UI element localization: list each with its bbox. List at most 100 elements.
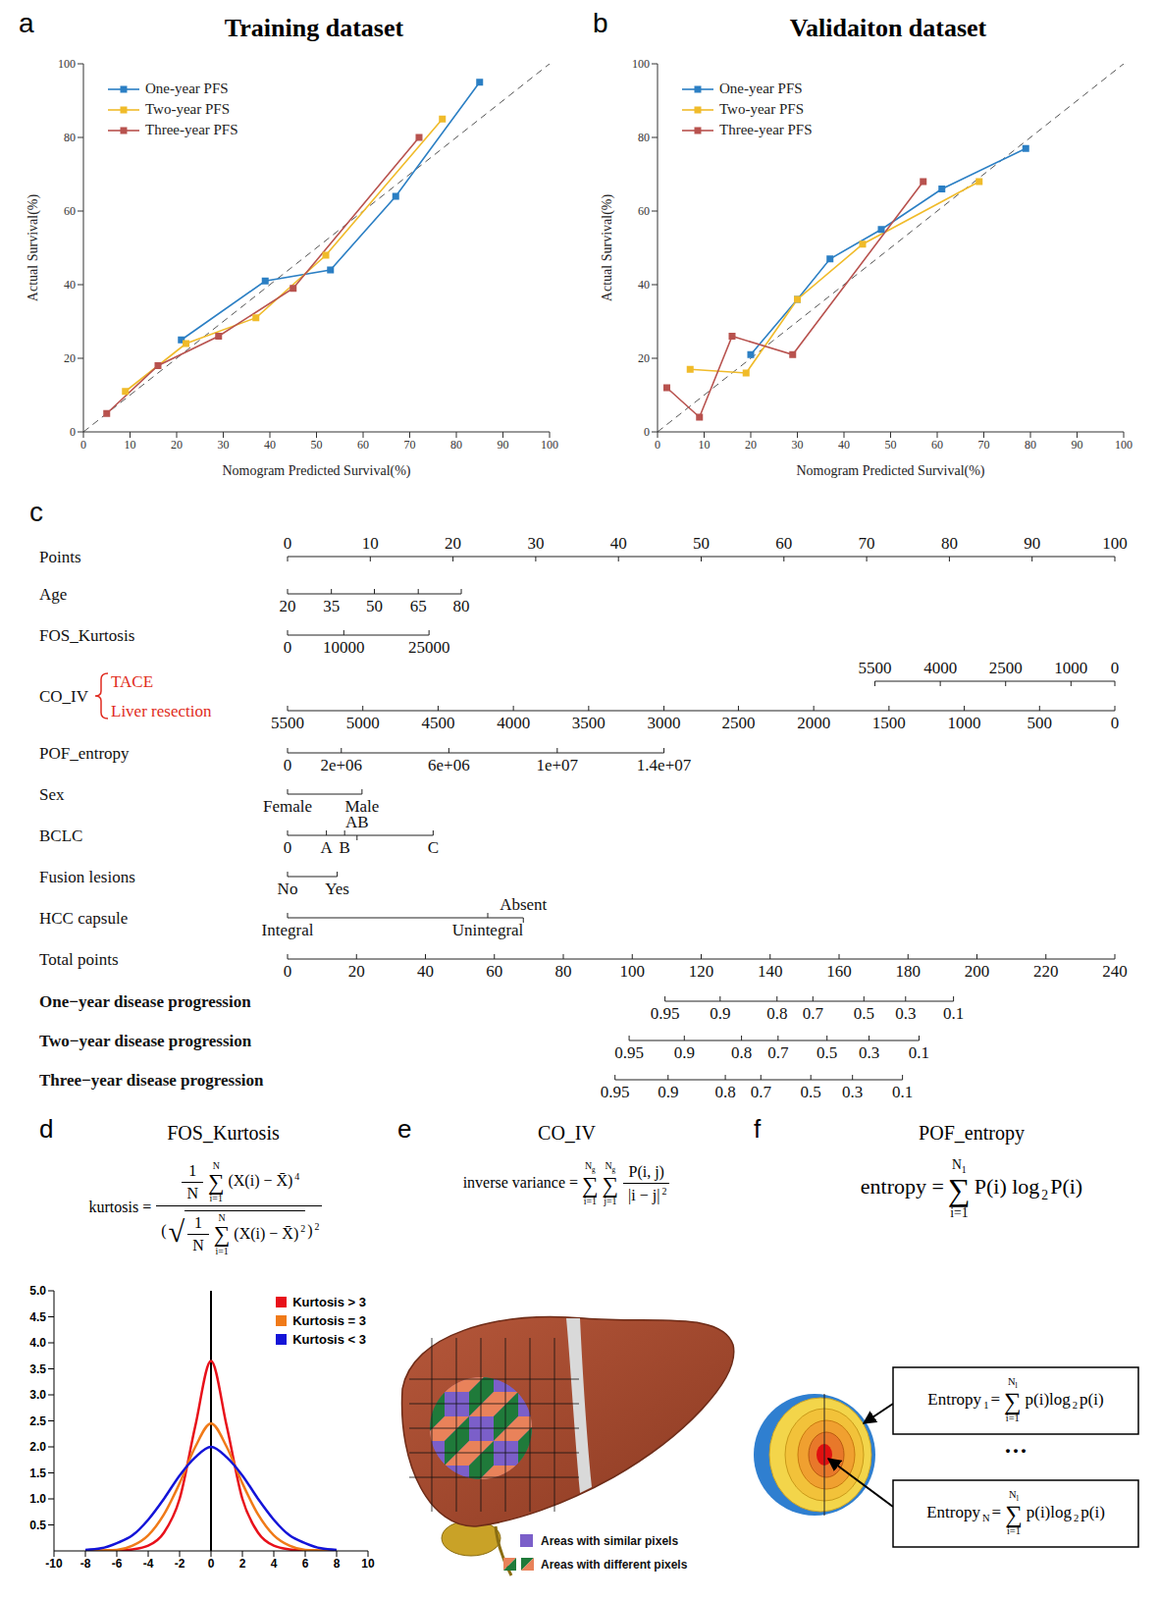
svg-text:100: 100 — [57, 56, 76, 71]
svg-text:20: 20 — [637, 351, 650, 366]
svg-text:Fusion lesions: Fusion lesions — [39, 867, 136, 887]
svg-text:100: 100 — [632, 56, 650, 71]
svg-text:0.3: 0.3 — [895, 1003, 916, 1023]
svg-text:4.0: 4.0 — [29, 1335, 47, 1350]
svg-text:4.5: 4.5 — [29, 1310, 47, 1324]
svg-text:Sex: Sex — [39, 785, 65, 804]
svg-text:0.9: 0.9 — [674, 1043, 695, 1062]
svg-text:TACE: TACE — [110, 672, 154, 691]
svg-text:1000: 1000 — [1053, 658, 1088, 678]
svg-text:5000: 5000 — [346, 713, 380, 733]
svg-text:20: 20 — [744, 437, 757, 452]
svg-text:0.95: 0.95 — [650, 1003, 681, 1023]
svg-text:200: 200 — [964, 961, 991, 981]
svg-text:1.0: 1.0 — [29, 1491, 47, 1506]
svg-text:20: 20 — [170, 437, 183, 452]
svg-text:0: 0 — [283, 961, 293, 981]
svg-text:2500: 2500 — [989, 658, 1023, 678]
svg-text:40: 40 — [263, 437, 276, 452]
svg-text:FOS_Kurtosis: FOS_Kurtosis — [39, 626, 135, 645]
svg-text:3000: 3000 — [647, 713, 682, 733]
svg-text:POF_entropy: POF_entropy — [39, 743, 130, 763]
svg-text:0.95: 0.95 — [600, 1082, 631, 1102]
svg-text:0.1: 0.1 — [892, 1082, 913, 1102]
svg-text:60: 60 — [357, 437, 369, 452]
svg-text:70: 70 — [858, 533, 876, 553]
svg-text:4000: 4000 — [923, 658, 957, 678]
svg-text:500: 500 — [1027, 713, 1054, 733]
svg-text:5500: 5500 — [270, 713, 305, 733]
svg-text:-8: -8 — [80, 1556, 92, 1571]
svg-text:Total points: Total points — [39, 949, 119, 969]
svg-text:0.5: 0.5 — [853, 1003, 875, 1023]
svg-text:No: No — [277, 879, 299, 898]
svg-text:30: 30 — [791, 437, 804, 452]
svg-text:2.5: 2.5 — [29, 1414, 47, 1428]
svg-text:2.0: 2.0 — [29, 1439, 47, 1454]
svg-text:0: 0 — [643, 424, 650, 439]
svg-text:0.9: 0.9 — [657, 1082, 679, 1102]
svg-text:0: 0 — [80, 437, 87, 452]
svg-text:80: 80 — [941, 533, 958, 553]
svg-text:Actual Survival(%): Actual Survival(%) — [25, 194, 42, 303]
svg-text:20: 20 — [63, 351, 76, 366]
svg-text:30: 30 — [217, 437, 230, 452]
svg-text:60: 60 — [637, 204, 650, 218]
svg-text:1.4e+07: 1.4e+07 — [636, 755, 692, 775]
svg-text:Liver resection: Liver resection — [110, 701, 212, 721]
svg-text:50: 50 — [885, 437, 897, 452]
svg-text:-10: -10 — [45, 1556, 63, 1571]
svg-text:c: c — [29, 496, 44, 527]
svg-text:2000: 2000 — [796, 713, 831, 733]
svg-text:One−year disease progression: One−year disease progression — [39, 992, 252, 1011]
svg-text:0.1: 0.1 — [908, 1043, 930, 1062]
svg-text:100: 100 — [620, 961, 646, 981]
svg-text:1500: 1500 — [872, 713, 906, 733]
svg-text:10: 10 — [362, 533, 379, 553]
svg-text:-6: -6 — [111, 1556, 123, 1571]
svg-text:30: 30 — [526, 533, 544, 553]
svg-text:0.5: 0.5 — [29, 1518, 47, 1532]
svg-text:5500: 5500 — [858, 658, 893, 678]
svg-text:90: 90 — [497, 437, 510, 452]
svg-text:0.5: 0.5 — [800, 1082, 822, 1102]
svg-text:65: 65 — [410, 596, 427, 616]
svg-text:1000: 1000 — [948, 713, 982, 733]
svg-text:10: 10 — [361, 1556, 375, 1571]
svg-text:-4: -4 — [143, 1556, 155, 1571]
svg-text:160: 160 — [826, 961, 852, 981]
svg-text:0.8: 0.8 — [714, 1082, 736, 1102]
svg-text:60: 60 — [775, 533, 792, 553]
svg-text:Two−year disease progression: Two−year disease progression — [39, 1031, 253, 1051]
svg-text:50: 50 — [311, 437, 323, 452]
svg-text:0: 0 — [283, 755, 293, 775]
svg-text:90: 90 — [1023, 533, 1041, 553]
svg-text:80: 80 — [450, 437, 463, 452]
svg-text:120: 120 — [688, 961, 715, 981]
svg-text:4500: 4500 — [421, 713, 455, 733]
svg-text:25000: 25000 — [408, 637, 451, 657]
svg-text:80: 80 — [555, 961, 573, 981]
svg-text:Absent: Absent — [499, 895, 547, 914]
svg-text:80: 80 — [1024, 437, 1037, 452]
svg-text:60: 60 — [63, 204, 76, 218]
svg-text:60: 60 — [931, 437, 944, 452]
svg-text:80: 80 — [637, 130, 650, 145]
svg-text:AB: AB — [345, 812, 369, 832]
svg-text:60: 60 — [485, 961, 503, 981]
svg-text:0: 0 — [283, 838, 293, 857]
svg-text:0: 0 — [1110, 713, 1120, 733]
svg-text:5.0: 5.0 — [29, 1283, 47, 1298]
svg-text:0.3: 0.3 — [842, 1082, 863, 1102]
svg-text:10: 10 — [698, 437, 711, 452]
svg-text:A: A — [319, 838, 333, 857]
svg-text:0.8: 0.8 — [766, 1003, 788, 1023]
svg-text:50: 50 — [366, 596, 383, 616]
svg-text:0.9: 0.9 — [709, 1003, 731, 1023]
svg-text:6e+06: 6e+06 — [427, 755, 471, 775]
svg-text:Yes: Yes — [324, 879, 350, 898]
svg-text:100: 100 — [540, 437, 559, 452]
svg-text:50: 50 — [692, 533, 710, 553]
svg-text:10000: 10000 — [322, 637, 366, 657]
svg-text:Three−year disease progression: Three−year disease progression — [39, 1070, 264, 1090]
